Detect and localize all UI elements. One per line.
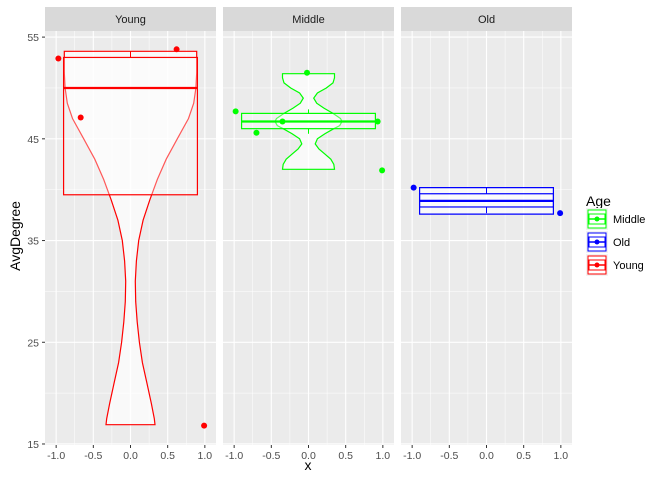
violin [63,50,198,426]
legend-key-point [594,239,600,245]
legend-key-point [594,262,600,268]
data-point [77,114,84,121]
y-tick-label: 55 [27,32,39,44]
x-tick-label: 0.0 [301,450,316,462]
data-point [173,46,180,53]
x-tick-label: 0.5 [516,450,531,462]
axes: x AvgDegree 15 25 35 45 55 [7,32,312,473]
x-tick-label: -1.0 [225,450,243,462]
legend-entry-middle: Middle [586,208,645,230]
data-point [279,118,286,125]
panel-young: Young -1.0 -0.5 0.0 0.5 1.0 [45,7,216,462]
x-tick-label: 1.0 [554,450,569,462]
data-point [374,118,381,125]
data-point [304,69,311,76]
legend-label: Old [613,237,630,249]
legend: Age Middle Old Young [586,193,645,276]
x-tick-label: -1.0 [47,450,65,462]
strip-background [401,7,572,31]
panel-middle: Middle -1.0 -0.5 0.0 0.5 1.0 [223,7,394,462]
x-axis-title: x [305,457,312,473]
legend-entry-old: Old [586,231,630,253]
data-point [557,210,564,217]
x-tick-label: 0.0 [123,450,138,462]
panel-old: Old -1.0 -0.5 0.0 0.5 1.0 [401,7,572,462]
x-tick-label: 1.0 [376,450,391,462]
y-tick-label: 45 [27,134,39,146]
x-tick-label: 0.5 [160,450,175,462]
data-point [379,167,386,174]
legend-key-point [594,216,600,222]
x-tick-label: 1.0 [198,450,213,462]
x-tick-label: 0.5 [338,450,353,462]
facet-panels: Young -1.0 -0.5 0.0 0.5 1.0 Middle -1.0 -0.5 0.0 0… [45,7,572,462]
x-tick-label: -0.5 [84,450,102,462]
strip-label: Middle [292,14,324,26]
strip-label: Old [478,14,495,26]
data-point [201,422,208,429]
strip-background [45,7,216,31]
y-axis-title: AvgDegree [7,201,23,271]
data-point [232,108,239,115]
x-tick-label: 0.0 [479,450,494,462]
y-tick-label: 25 [27,337,39,349]
strip-label: Young [115,14,146,26]
legend-entry-young: Young [586,254,644,276]
y-tick-label: 15 [27,439,39,451]
data-point [410,184,417,191]
legend-label: Middle [613,214,645,226]
x-tick-label: -0.5 [262,450,280,462]
legend-title: Age [586,193,611,209]
strip-background [223,7,394,31]
box [62,56,199,196]
x-tick-label: -0.5 [440,450,458,462]
legend-label: Young [613,260,644,272]
x-tick-label: -1.0 [403,450,421,462]
data-point [55,55,62,62]
y-tick-label: 35 [27,236,39,248]
data-point [253,129,260,136]
